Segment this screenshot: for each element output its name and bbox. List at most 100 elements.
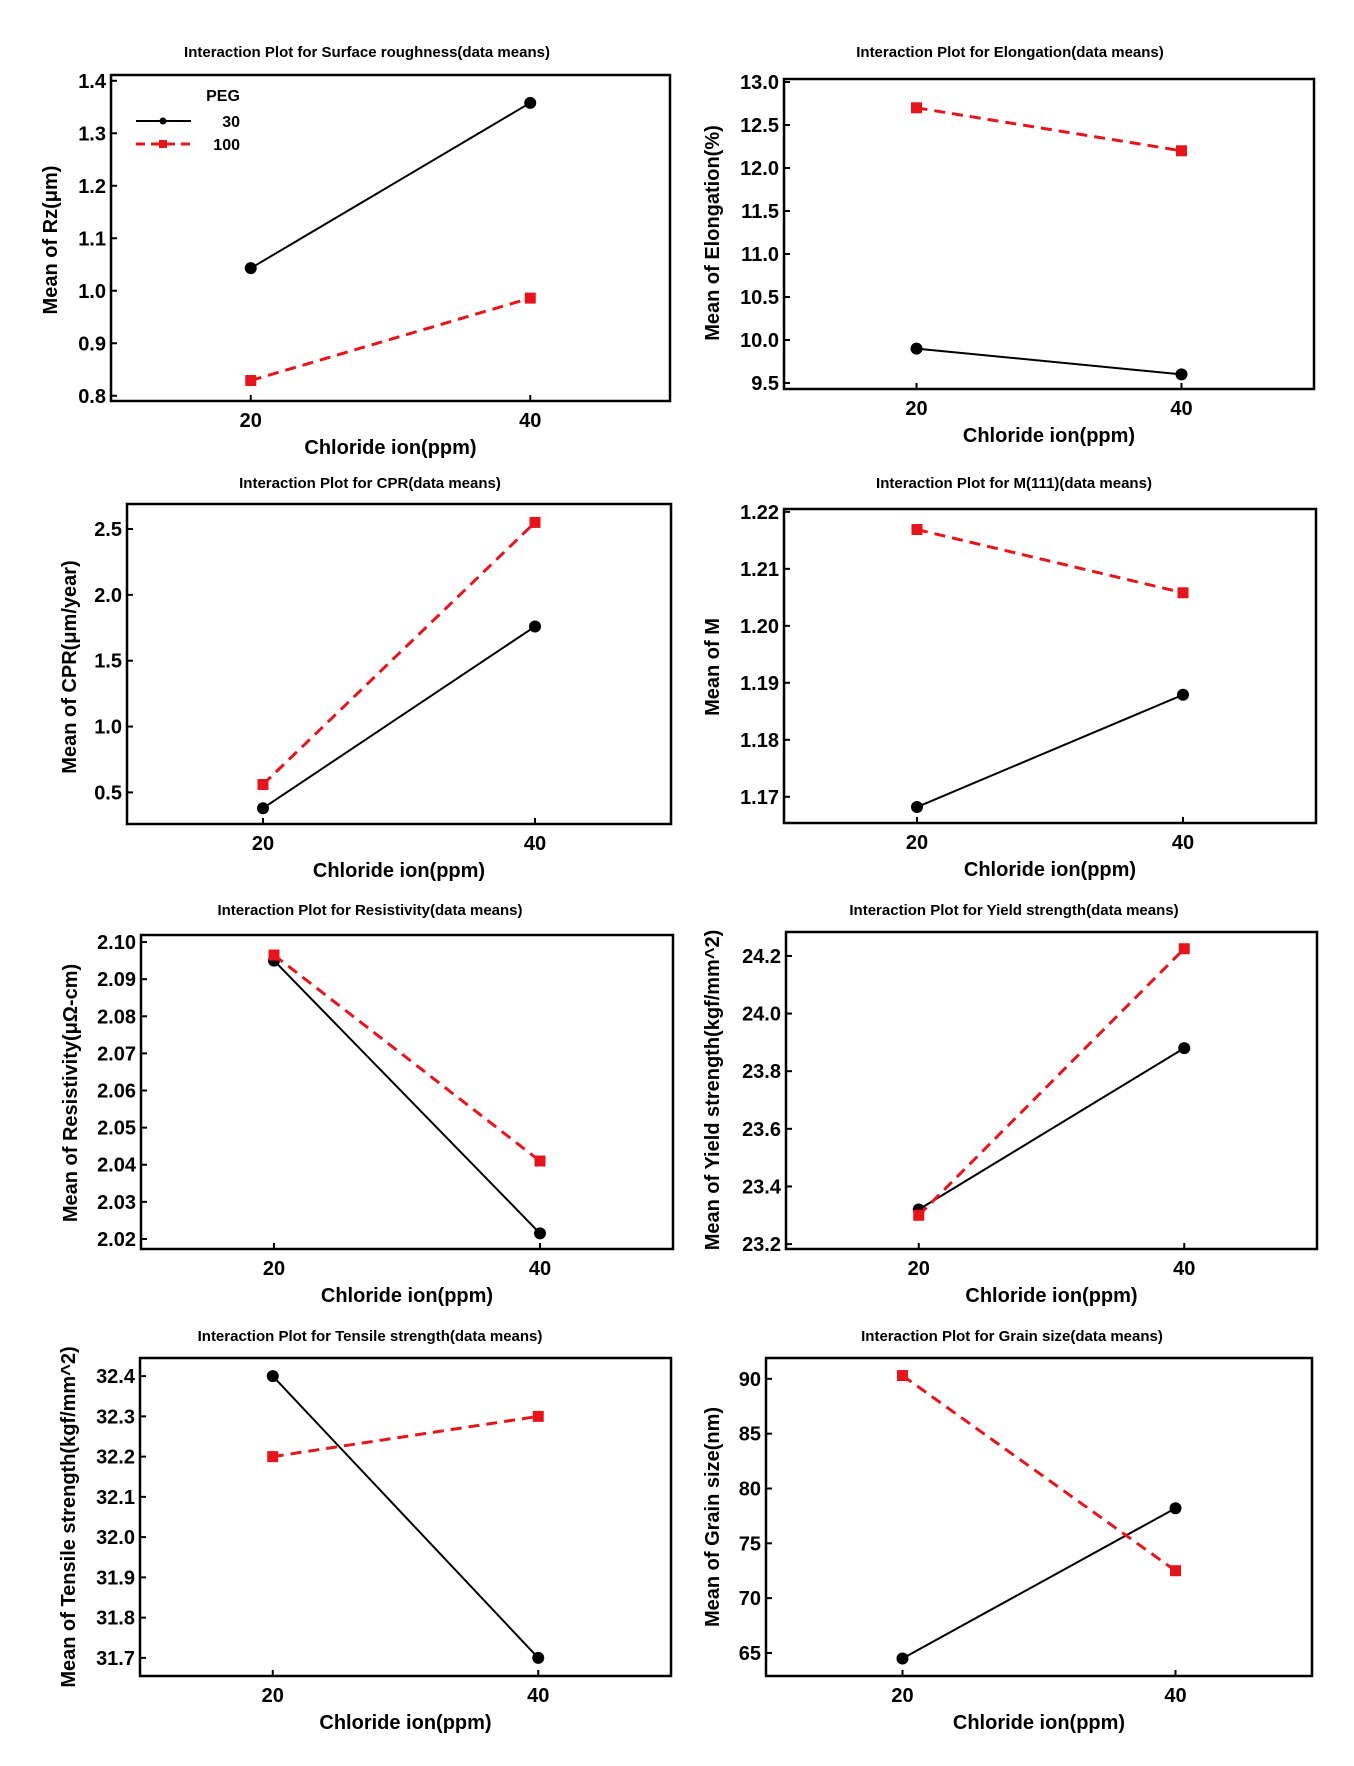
plot-title: Interaction Plot for CPR(data means) — [239, 475, 501, 492]
y-tick-label: 32.1 — [96, 1487, 135, 1509]
y-tick-label: 23.2 — [742, 1234, 781, 1256]
series-line-peg-30 — [272, 1375, 539, 1659]
plot-frame — [764, 1356, 1314, 1678]
y-tick-label: 1.17 — [740, 787, 779, 809]
y-tick-label: 85 — [739, 1424, 761, 1446]
y-tick-label: 12.5 — [740, 115, 779, 137]
y-tick-label: 31.7 — [96, 1648, 135, 1670]
y-tick-label: 1.4 — [78, 71, 107, 93]
data-point-peg-100 — [1176, 145, 1187, 157]
y-axis-label: Mean of Rz(μm) — [40, 166, 62, 315]
interaction-plot-panel: Interaction Plot for Elongation(data mea… — [702, 44, 1316, 447]
data-point-peg-30 — [257, 802, 269, 815]
x-axis-label: Chloride ion(ppm) — [304, 437, 476, 459]
x-axis-label: Chloride ion(ppm) — [313, 860, 485, 882]
y-axis-label: Mean of Resistivity(μΩ-cm) — [60, 964, 82, 1222]
y-tick-label: 1.19 — [740, 673, 779, 695]
y-tick-label: 23.6 — [742, 1119, 781, 1141]
y-axis-label: Mean of Elongation(%) — [702, 125, 724, 341]
interaction-plot-panel: Interaction Plot for Yield strength(data… — [702, 902, 1319, 1307]
data-point-peg-30 — [1178, 1042, 1191, 1055]
x-tick-label: 20 — [252, 833, 274, 855]
series-line-peg-30 — [262, 625, 536, 810]
y-tick-label: 1.18 — [740, 730, 779, 752]
y-tick-label: 1.22 — [740, 502, 779, 524]
y-tick-label: 32.4 — [96, 1366, 136, 1388]
y-tick-label: 1.2 — [78, 176, 106, 198]
series-line-peg-100 — [273, 953, 541, 1163]
data-point-peg-100 — [532, 1410, 544, 1422]
interaction-plot-panel: Interaction Plot for Tensile strength(da… — [58, 1328, 673, 1734]
y-tick-label: 0.5 — [94, 782, 122, 804]
series-line-peg-30 — [916, 347, 1182, 376]
data-point-peg-100 — [267, 1451, 279, 1463]
plot-frame — [125, 502, 673, 826]
y-tick-label: 1.1 — [78, 228, 106, 250]
y-axis-label: Mean of CPR(μm/year) — [59, 560, 81, 773]
data-point-peg-30 — [266, 1370, 279, 1383]
plot-frame — [782, 77, 1316, 391]
data-point-peg-30 — [529, 620, 541, 633]
series-line-peg-30 — [902, 1507, 1176, 1660]
data-point-peg-30 — [1169, 1502, 1182, 1515]
legend-label-peg-100: 100 — [213, 137, 240, 154]
plot-title: Interaction Plot for Elongation(data mea… — [856, 44, 1164, 61]
y-tick-label: 75 — [739, 1533, 761, 1555]
data-point-peg-30 — [1177, 688, 1189, 701]
y-tick-label: 1.20 — [740, 616, 779, 638]
data-point-peg-100 — [1170, 1565, 1181, 1577]
y-tick-label: 2.05 — [97, 1118, 136, 1140]
y-tick-label: 2.04 — [97, 1155, 137, 1177]
y-axis-label: Mean of Grain size(nm) — [702, 1407, 724, 1627]
data-point-peg-100 — [268, 949, 280, 961]
y-tick-label: 2.10 — [97, 932, 136, 954]
y-tick-label: 24.2 — [742, 946, 781, 968]
y-axis-label: Mean of Yield strength(kgf/mm^2) — [702, 930, 724, 1251]
y-tick-label: 31.9 — [96, 1567, 135, 1589]
series-line-peg-100 — [261, 521, 537, 786]
y-tick-label: 65 — [739, 1643, 761, 1665]
y-tick-label: 32.3 — [96, 1406, 135, 1428]
series-line-peg-30 — [250, 101, 531, 270]
series-line-peg-100 — [916, 106, 1182, 153]
plot-title: Interaction Plot for Surface roughness(d… — [184, 44, 550, 61]
y-tick-label: 2.08 — [97, 1006, 136, 1028]
y-tick-label: 12.0 — [740, 158, 779, 180]
legend-label-peg-30: 30 — [222, 114, 240, 131]
plot-title: Interaction Plot for Grain size(data mea… — [861, 1328, 1163, 1345]
data-point-peg-100 — [911, 102, 922, 114]
series-line-peg-100 — [250, 296, 531, 382]
plot-frame — [138, 1356, 673, 1678]
data-point-peg-30 — [910, 342, 923, 355]
x-tick-label: 20 — [263, 1258, 285, 1280]
y-tick-label: 1.21 — [740, 559, 779, 581]
data-point-peg-100 — [529, 516, 541, 528]
plot-title: Interaction Plot for Yield strength(data… — [849, 902, 1178, 919]
x-tick-label: 40 — [527, 1685, 549, 1707]
x-tick-label: 20 — [906, 832, 928, 854]
y-axis-label: Mean of M — [702, 618, 724, 716]
plot-title: Interaction Plot for M(111)(data means) — [876, 475, 1152, 492]
y-tick-label: 70 — [739, 1588, 761, 1610]
y-tick-label: 9.5 — [751, 373, 779, 395]
x-tick-label: 20 — [908, 1258, 930, 1280]
y-tick-label: 2.03 — [97, 1192, 136, 1214]
data-point-peg-30 — [524, 96, 537, 109]
interaction-plot-panel: Interaction Plot for CPR(data means) 0.5 1… — [59, 475, 673, 882]
plot-title: Interaction Plot for Resistivity(data me… — [217, 902, 522, 919]
y-tick-label: 1.0 — [94, 717, 122, 739]
plot-title: Interaction Plot for Tensile strength(da… — [198, 1328, 543, 1345]
plot-frame — [782, 507, 1318, 825]
y-tick-label: 24.0 — [742, 1004, 781, 1026]
y-tick-label: 13.0 — [740, 72, 779, 94]
plot-frame — [109, 73, 672, 403]
y-tick-label: 2.06 — [97, 1081, 136, 1103]
y-tick-label: 23.8 — [742, 1061, 781, 1083]
y-tick-label: 0.9 — [78, 333, 106, 355]
y-tick-label: 32.0 — [96, 1527, 135, 1549]
y-tick-label: 10.5 — [740, 287, 779, 309]
data-point-peg-100 — [1178, 943, 1190, 955]
x-axis-label: Chloride ion(ppm) — [965, 1285, 1137, 1307]
legend: PEG 30 100 — [136, 88, 240, 154]
data-point-peg-100 — [524, 292, 536, 304]
